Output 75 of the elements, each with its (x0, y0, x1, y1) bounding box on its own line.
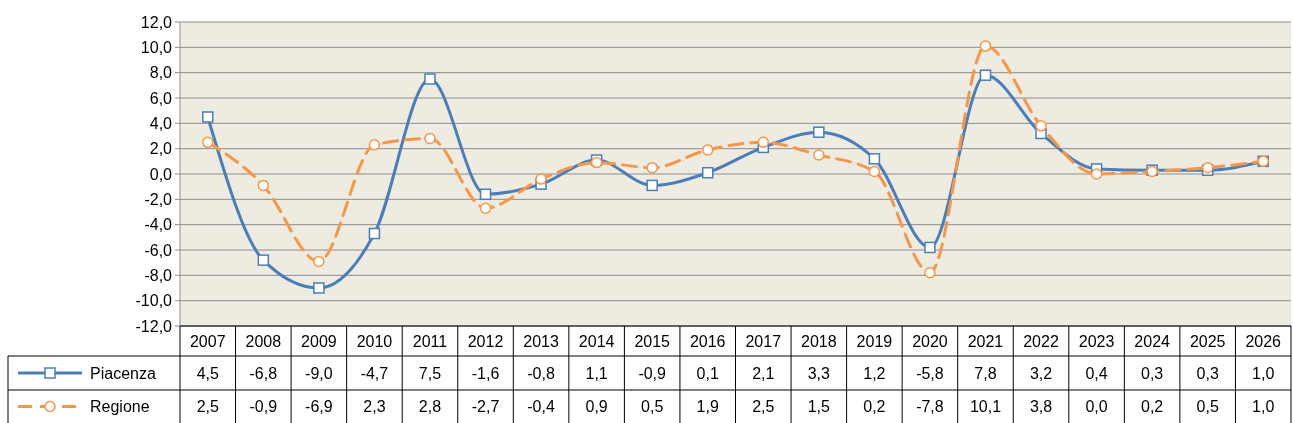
data-label: -1,6 (471, 364, 500, 382)
data-label: 4,5 (196, 364, 219, 382)
x-tick-label: 2022 (1023, 332, 1059, 350)
x-tick-label: 2011 (412, 332, 448, 350)
data-label: -4,7 (360, 364, 389, 382)
data-label: 2,5 (196, 398, 219, 416)
data-label: 10,1 (969, 398, 1002, 416)
data-label: 2,3 (363, 398, 386, 416)
x-tick-label: 2025 (1189, 332, 1226, 350)
x-tick-label: 2012 (467, 332, 504, 350)
data-label: 0,5 (641, 398, 664, 416)
data-label: 0,0 (1085, 398, 1108, 416)
x-tick-label: 2013 (523, 332, 559, 350)
data-label: -6,8 (249, 364, 278, 382)
data-label: 1,0 (1252, 398, 1275, 416)
data-label: 0,4 (1085, 364, 1108, 382)
data-label: 0,3 (1196, 364, 1219, 382)
x-tick-label: 2008 (245, 332, 282, 350)
data-label: -6,9 (305, 398, 333, 416)
y-tick-label: 10,0 (140, 38, 173, 56)
x-tick-label: 2021 (967, 332, 1004, 350)
data-label: 0,2 (1141, 398, 1164, 416)
y-tick-label: -6,0 (144, 241, 173, 259)
x-tick-label: 2019 (856, 332, 893, 350)
x-tick-label: 2020 (912, 332, 948, 350)
y-tick-label: 6,0 (149, 89, 173, 107)
data-label: 3,8 (1029, 398, 1053, 416)
data-label: 7,5 (418, 364, 442, 382)
x-tick-label: 2023 (1078, 332, 1115, 350)
x-tick-label: 2014 (578, 332, 615, 350)
y-tick-label: 2,0 (149, 140, 173, 158)
data-label: -2,7 (471, 398, 500, 416)
x-tick-label: 2018 (801, 332, 837, 350)
legend-label: Regione (90, 398, 150, 416)
data-label: 0,9 (585, 398, 608, 416)
x-tick-label: 2015 (634, 332, 671, 350)
data-label: 3,2 (1029, 364, 1053, 382)
y-tick-label: -2,0 (144, 190, 173, 208)
legend-label: Piacenza (90, 364, 156, 382)
y-tick-label: -12,0 (135, 317, 173, 335)
data-label: -0,9 (638, 364, 667, 382)
data-label: -0,8 (527, 364, 555, 382)
data-label: -9,0 (305, 364, 333, 382)
data-label: 3,3 (807, 364, 831, 382)
data-label: 0,5 (1196, 398, 1219, 416)
data-label: 2,8 (418, 398, 442, 416)
data-label: -0,4 (527, 398, 555, 416)
data-label: 1,0 (1252, 364, 1275, 382)
data-label: 1,9 (696, 398, 719, 416)
data-label: 1,5 (807, 398, 831, 416)
y-tick-label: 8,0 (149, 64, 173, 82)
y-tick-label: 0,0 (149, 165, 173, 183)
data-label: -7,8 (916, 398, 944, 416)
y-tick-label: -4,0 (144, 216, 173, 234)
x-tick-label: 2010 (356, 332, 393, 350)
x-tick-label: 2017 (745, 332, 782, 350)
x-tick-label: 2024 (1134, 332, 1171, 350)
x-tick-label: 2026 (1245, 332, 1282, 350)
data-label: 0,3 (1141, 364, 1164, 382)
data-label: -0,9 (249, 398, 278, 416)
data-label: 0,1 (696, 364, 719, 382)
y-tick-label: 4,0 (149, 114, 173, 132)
data-label: 0,2 (863, 398, 886, 416)
y-tick-label: -10,0 (135, 292, 173, 310)
x-tick-label: 2007 (189, 332, 226, 350)
data-label: -5,8 (916, 364, 944, 382)
data-label: 7,8 (974, 364, 997, 382)
data-label: 2,5 (752, 398, 775, 416)
y-tick-label: 12,0 (140, 13, 173, 31)
data-label: 1,1 (585, 364, 608, 382)
data-label: 1,2 (863, 364, 886, 382)
x-tick-label: 2009 (301, 332, 337, 350)
y-tick-label: -8,0 (144, 266, 173, 284)
x-tick-label: 2016 (689, 332, 726, 350)
data-label: 2,1 (752, 364, 775, 382)
